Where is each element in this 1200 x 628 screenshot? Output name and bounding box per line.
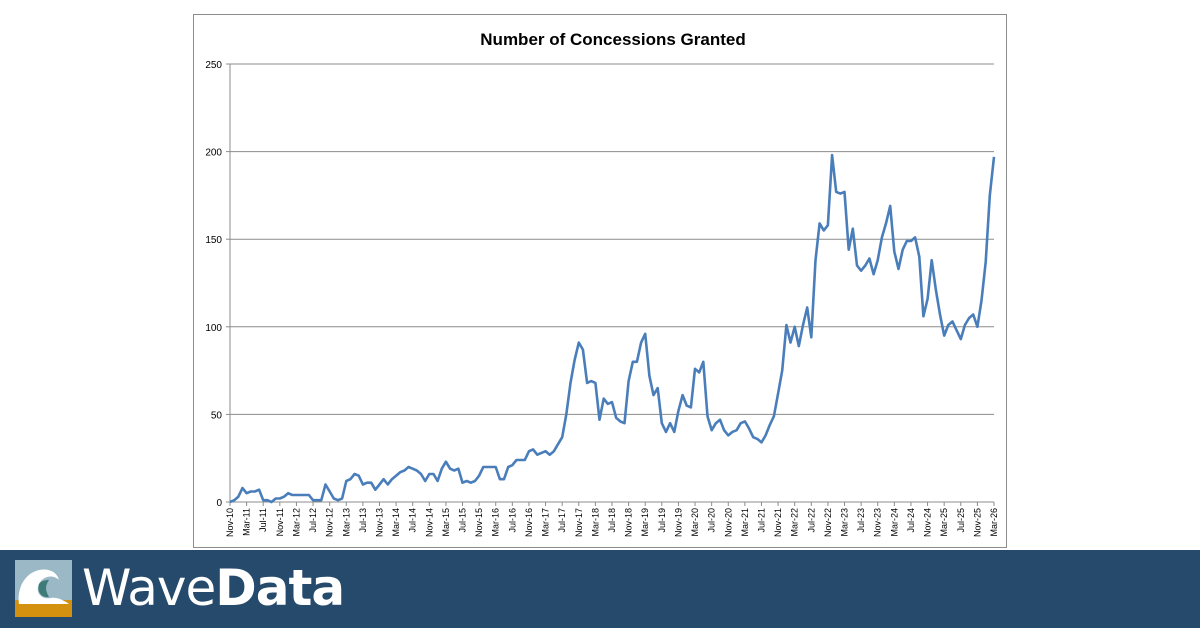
x-tick-label: Nov-13 bbox=[374, 508, 384, 537]
x-tick-label: Nov-11 bbox=[275, 508, 285, 536]
x-tick-label: Mar-25 bbox=[939, 508, 949, 537]
chart-title: Number of Concessions Granted bbox=[480, 30, 745, 49]
x-tick-label: Mar-24 bbox=[889, 508, 899, 537]
x-tick-label: Jul-25 bbox=[956, 508, 966, 533]
brand-banner: WaveData bbox=[0, 550, 1200, 628]
x-tick-label: Jul-17 bbox=[557, 508, 567, 533]
x-tick-label: Jul-21 bbox=[756, 508, 766, 533]
x-tick-label: Mar-18 bbox=[590, 508, 600, 537]
x-tick-label: Nov-14 bbox=[424, 508, 434, 537]
x-tick-label: Nov-10 bbox=[225, 508, 235, 537]
x-tick-label: Jul-22 bbox=[806, 508, 816, 533]
brand-logo: WaveData bbox=[82, 558, 345, 618]
x-tick-label: Jul-19 bbox=[657, 508, 667, 533]
x-tick-label: Jul-13 bbox=[358, 508, 368, 533]
x-tick-label: Mar-23 bbox=[840, 508, 850, 537]
x-tick-label: Mar-14 bbox=[391, 508, 401, 537]
y-tick-label: 0 bbox=[216, 498, 222, 509]
x-tick-label: Mar-11 bbox=[242, 508, 252, 536]
y-tick-label: 250 bbox=[205, 60, 222, 71]
x-tick-label: Nov-24 bbox=[923, 508, 933, 537]
x-tick-label: Nov-12 bbox=[325, 508, 335, 537]
x-tick-label: Nov-22 bbox=[823, 508, 833, 537]
x-tick-label: Nov-25 bbox=[972, 508, 982, 537]
chart-frame: Number of Concessions Granted 0 50 100 150 20… bbox=[193, 14, 1007, 548]
x-tick-label: Nov-19 bbox=[673, 508, 683, 537]
x-tick-label: Jul-14 bbox=[408, 508, 418, 533]
x-tick-label: Mar-26 bbox=[989, 508, 999, 537]
x-tick-label: Jul-16 bbox=[507, 508, 517, 533]
x-tick-label: Mar-16 bbox=[491, 508, 501, 537]
x-tick-label: Mar-12 bbox=[291, 508, 301, 537]
x-tick-label: Jul-24 bbox=[906, 508, 916, 533]
x-tick-label: Nov-15 bbox=[474, 508, 484, 537]
x-tick-label: Mar-17 bbox=[541, 508, 551, 537]
x-tick-label: Jul-15 bbox=[458, 508, 468, 533]
y-tick-label: 150 bbox=[205, 235, 222, 246]
x-tick-label: Nov-17 bbox=[574, 508, 584, 537]
x-tick-label: Jul-12 bbox=[308, 508, 318, 533]
x-tick-label: Jul-20 bbox=[707, 508, 717, 533]
x-tick-label: Mar-22 bbox=[790, 508, 800, 537]
x-tick-label: Nov-16 bbox=[524, 508, 534, 537]
x-tick-label: Mar-19 bbox=[640, 508, 650, 537]
x-tick-label: Jul-11 bbox=[258, 508, 268, 532]
x-tick-label: Jul-18 bbox=[607, 508, 617, 533]
x-tick-label: Jul-23 bbox=[856, 508, 866, 533]
x-tick-label: Mar-15 bbox=[441, 508, 451, 537]
brand-light: Wave bbox=[82, 559, 216, 617]
y-tick-label: 200 bbox=[205, 148, 222, 159]
x-tick-label: Nov-23 bbox=[873, 508, 883, 537]
x-tick-label: Mar-13 bbox=[341, 508, 351, 537]
x-tick-label: Mar-20 bbox=[690, 508, 700, 537]
x-tick-label: Mar-21 bbox=[740, 508, 750, 537]
x-tick-label: Nov-18 bbox=[624, 508, 634, 537]
line-chart: Number of Concessions Granted 0 50 100 150 20… bbox=[205, 30, 999, 537]
series-line bbox=[229, 153, 996, 504]
brand-bold: Data bbox=[215, 559, 345, 617]
wave-icon bbox=[15, 560, 72, 617]
y-tick-label: 100 bbox=[205, 323, 222, 334]
x-tick-label: Nov-20 bbox=[723, 508, 733, 537]
x-tick-label: Nov-21 bbox=[773, 508, 783, 537]
y-tick-label: 50 bbox=[211, 410, 223, 421]
